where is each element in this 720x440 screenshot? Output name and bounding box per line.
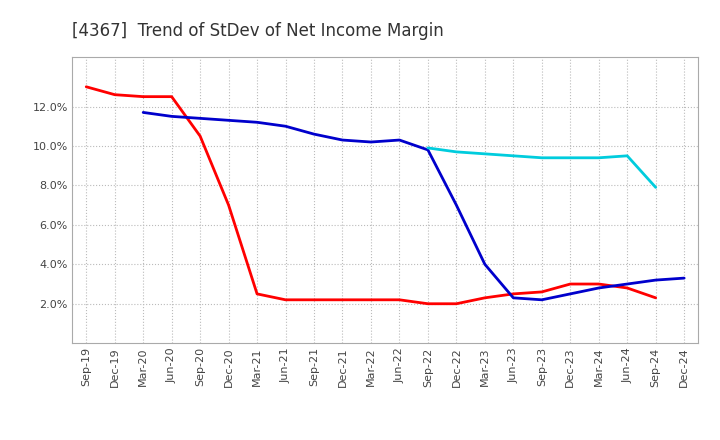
5 Years <box>537 297 546 302</box>
3 Years <box>509 291 518 297</box>
5 Years <box>225 117 233 123</box>
3 Years <box>310 297 318 302</box>
Line: 5 Years: 5 Years <box>143 113 684 300</box>
3 Years <box>110 92 119 97</box>
3 Years <box>139 94 148 99</box>
5 Years <box>623 282 631 287</box>
7 Years <box>423 145 432 150</box>
3 Years <box>253 291 261 297</box>
3 Years <box>566 282 575 287</box>
3 Years <box>652 295 660 301</box>
3 Years <box>167 94 176 99</box>
5 Years <box>509 295 518 301</box>
7 Years <box>480 151 489 157</box>
7 Years <box>566 155 575 161</box>
3 Years <box>537 289 546 294</box>
5 Years <box>395 137 404 143</box>
3 Years <box>480 295 489 301</box>
5 Years <box>595 285 603 290</box>
5 Years <box>680 275 688 281</box>
7 Years <box>452 149 461 154</box>
3 Years <box>196 133 204 139</box>
Text: [4367]  Trend of StDev of Net Income Margin: [4367] Trend of StDev of Net Income Marg… <box>72 22 444 40</box>
3 Years <box>452 301 461 306</box>
5 Years <box>423 147 432 153</box>
5 Years <box>196 116 204 121</box>
7 Years <box>537 155 546 161</box>
5 Years <box>366 139 375 145</box>
3 Years <box>338 297 347 302</box>
5 Years <box>452 202 461 208</box>
3 Years <box>366 297 375 302</box>
7 Years <box>652 185 660 190</box>
5 Years <box>338 137 347 143</box>
3 Years <box>395 297 404 302</box>
5 Years <box>139 110 148 115</box>
3 Years <box>82 84 91 89</box>
5 Years <box>167 114 176 119</box>
7 Years <box>623 153 631 158</box>
5 Years <box>566 291 575 297</box>
5 Years <box>480 262 489 267</box>
3 Years <box>282 297 290 302</box>
3 Years <box>623 285 631 290</box>
3 Years <box>423 301 432 306</box>
3 Years <box>595 282 603 287</box>
7 Years <box>595 155 603 161</box>
3 Years <box>225 202 233 208</box>
5 Years <box>652 278 660 283</box>
Line: 7 Years: 7 Years <box>428 148 656 187</box>
5 Years <box>282 124 290 129</box>
7 Years <box>509 153 518 158</box>
5 Years <box>253 120 261 125</box>
Line: 3 Years: 3 Years <box>86 87 656 304</box>
5 Years <box>310 132 318 137</box>
